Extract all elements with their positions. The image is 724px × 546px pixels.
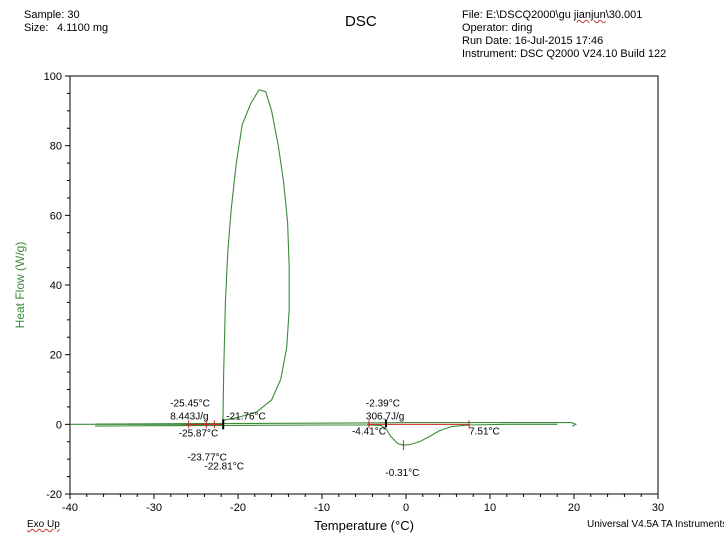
y-tick-label: 100	[44, 71, 62, 83]
run-date: Run Date: 16-Jul-2015 17:46	[462, 35, 604, 47]
instrument: Instrument: DSC Q2000 V24.10 Build 122	[462, 48, 667, 60]
y-tick-label: 20	[50, 350, 62, 362]
annotation-group: -25.45°C 8.443J/g -21.76°C -25.87°C -23.77°C…	[170, 398, 500, 479]
x-tick-label: -10	[314, 502, 330, 514]
y-axis-label: Heat Flow (W/g)	[13, 242, 27, 329]
y-tick-label: 60	[50, 210, 62, 222]
x-tick-label: -30	[146, 502, 162, 514]
series-line-1	[70, 89, 290, 426]
marker-group	[185, 419, 470, 451]
exo-up-label: Exo Up	[27, 519, 60, 530]
sample-label: Sample: 30	[24, 9, 80, 21]
annotation-label: -0.31°C	[385, 468, 419, 479]
x-tick-label: 10	[484, 502, 496, 514]
size-label: Size:	[24, 22, 49, 34]
file-path-text: File: E:\DSCQ2000\gu jianjun\30.001	[462, 9, 643, 21]
annotation-label: 7.51°C	[469, 426, 500, 437]
x-axis-label: Temperature (°C)	[314, 518, 414, 533]
annotation-label: -23.77°C	[187, 452, 227, 463]
y-tick-label: 80	[50, 141, 62, 153]
annotation-label: -2.39°C	[366, 398, 400, 409]
software-label: Universal V4.5A TA Instruments	[587, 519, 724, 530]
chart-title: DSC	[345, 13, 377, 30]
annotation-label: 306.7J/g	[366, 411, 404, 422]
file-path: File: E:\DSCQ2000\gu jianjun\30.001	[462, 9, 642, 21]
x-tick-label: -20	[230, 502, 246, 514]
annotation-label: -21.76°C	[226, 411, 266, 422]
y-tick-label: 0	[56, 419, 62, 431]
spellcheck-word: jianjun	[573, 9, 606, 21]
size-value: 4.1100 mg	[57, 22, 109, 34]
y-tick-label: -20	[46, 489, 62, 501]
axis-ticks: -40 -30 -20 -10 0 10 20 30 -20 0 20 40 60 80 100	[44, 71, 664, 514]
x-tick-label: 0	[403, 502, 409, 514]
annotation-label: 8.443J/g	[170, 411, 208, 422]
annotation-label: -25.45°C	[170, 398, 210, 409]
x-tick-label: 20	[568, 502, 580, 514]
x-tick-label: -40	[62, 502, 78, 514]
y-tick-label: 40	[50, 280, 62, 292]
series-line-2	[95, 423, 558, 446]
operator: Operator: ding	[462, 22, 533, 34]
x-tick-label: 30	[652, 502, 664, 514]
annotation-label: -22.81°C	[204, 461, 244, 472]
annotation-label: -4.41°C	[352, 426, 386, 437]
annotation-label: -25.87°C	[179, 428, 219, 439]
series-group	[70, 89, 578, 446]
